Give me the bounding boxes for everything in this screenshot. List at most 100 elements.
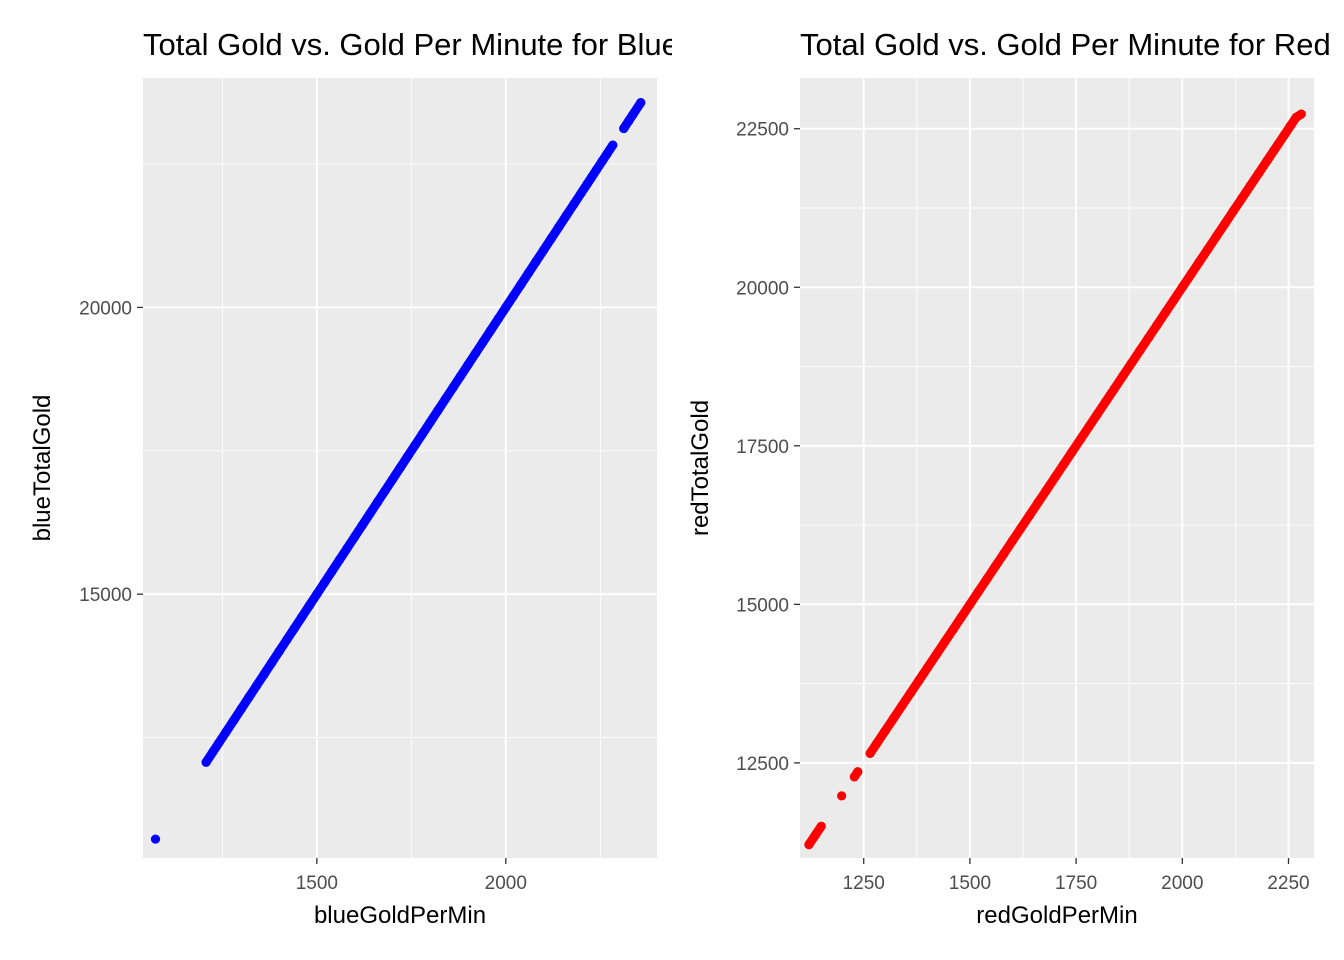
data-point bbox=[312, 589, 322, 599]
data-point bbox=[463, 360, 473, 370]
data-point bbox=[1101, 396, 1111, 407]
data-point bbox=[1041, 485, 1051, 495]
data-point bbox=[395, 463, 405, 473]
data-point bbox=[402, 451, 413, 462]
data-point bbox=[208, 747, 218, 757]
data-point bbox=[1203, 244, 1213, 254]
data-point bbox=[1220, 219, 1230, 229]
x-tick-label: 1250 bbox=[843, 873, 885, 894]
data-point bbox=[425, 417, 435, 427]
data-point bbox=[914, 675, 924, 686]
data-point bbox=[1254, 168, 1264, 178]
data-point bbox=[602, 149, 612, 159]
data-point bbox=[282, 635, 292, 645]
data-point bbox=[569, 199, 579, 209]
data-point bbox=[1033, 498, 1043, 508]
data-point bbox=[1016, 523, 1026, 533]
chart-title: Total Gold vs. Gold Per Minute for Red bbox=[800, 27, 1331, 62]
data-point bbox=[1160, 308, 1170, 318]
data-point bbox=[1286, 120, 1296, 131]
data-point bbox=[561, 211, 571, 221]
x-tick-label: 1750 bbox=[1055, 873, 1097, 894]
y-tick-label: 15000 bbox=[79, 585, 132, 606]
data-point bbox=[1092, 409, 1102, 419]
y-tick-label: 20000 bbox=[79, 298, 132, 319]
data-point bbox=[1228, 206, 1238, 216]
data-point bbox=[289, 623, 299, 634]
data-point bbox=[501, 302, 511, 313]
data-point bbox=[1169, 295, 1179, 305]
data-point bbox=[853, 767, 863, 777]
data-point bbox=[1194, 257, 1204, 267]
data-points bbox=[804, 109, 1306, 850]
data-point bbox=[470, 348, 481, 358]
data-point bbox=[372, 497, 382, 508]
data-point bbox=[319, 578, 330, 588]
data-point bbox=[948, 625, 958, 635]
chart-red: Total Gold vs. Gold Per Minute for Red 1… bbox=[687, 27, 1331, 929]
data-point bbox=[1211, 231, 1221, 242]
axes: 1250 1500 1750 2000 2250 12500 15000 17500 20000… bbox=[736, 120, 1309, 894]
data-point bbox=[1152, 320, 1162, 330]
y-tick-label: 20000 bbox=[736, 278, 789, 299]
data-point bbox=[627, 110, 638, 120]
data-point bbox=[1109, 384, 1119, 394]
data-point bbox=[619, 123, 629, 134]
gridlines bbox=[800, 78, 1314, 858]
data-point bbox=[922, 663, 933, 673]
data-point bbox=[1075, 434, 1085, 445]
data-point bbox=[582, 179, 592, 189]
data-point bbox=[608, 140, 618, 150]
data-point bbox=[213, 738, 224, 748]
data-point bbox=[1245, 181, 1255, 191]
data-point bbox=[221, 727, 231, 737]
y-axis-title: redTotalGold bbox=[687, 400, 714, 536]
data-point bbox=[523, 268, 534, 278]
data-point bbox=[236, 704, 246, 714]
data-point bbox=[897, 701, 907, 711]
data-point bbox=[982, 574, 992, 584]
axes: 1500 2000 15000 20000 bbox=[79, 298, 527, 894]
y-axis-title: blueTotalGold bbox=[29, 395, 56, 542]
data-points bbox=[150, 98, 646, 844]
data-point bbox=[201, 757, 211, 767]
data-point bbox=[956, 612, 967, 622]
data-point bbox=[150, 834, 161, 844]
data-point bbox=[905, 688, 916, 698]
data-point bbox=[591, 165, 602, 175]
data-point bbox=[274, 646, 284, 657]
data-point bbox=[965, 599, 975, 609]
data-point bbox=[1296, 109, 1306, 119]
data-point bbox=[804, 840, 814, 850]
data-point bbox=[418, 428, 428, 439]
data-point bbox=[888, 713, 899, 724]
data-point bbox=[531, 256, 541, 267]
data-point bbox=[259, 669, 269, 680]
data-point bbox=[251, 681, 261, 691]
x-tick-label: 1500 bbox=[296, 873, 338, 894]
data-point bbox=[334, 555, 345, 565]
data-point bbox=[546, 233, 556, 244]
data-point bbox=[1050, 472, 1060, 483]
x-axis-title: blueGoldPerMin bbox=[314, 902, 486, 929]
data-point bbox=[410, 440, 420, 450]
data-point bbox=[440, 394, 450, 404]
data-point bbox=[455, 371, 466, 381]
data-point bbox=[539, 245, 549, 255]
data-point bbox=[342, 543, 352, 553]
data-point bbox=[387, 474, 398, 485]
data-point bbox=[576, 188, 587, 198]
data-point bbox=[554, 222, 564, 232]
data-point bbox=[244, 692, 254, 703]
data-point bbox=[931, 650, 941, 660]
data-point bbox=[1067, 447, 1077, 457]
data-point bbox=[266, 658, 277, 668]
data-point bbox=[1007, 536, 1017, 546]
x-axis-title: redGoldPerMin bbox=[976, 902, 1137, 929]
data-point bbox=[871, 739, 882, 749]
data-point bbox=[1177, 282, 1187, 292]
data-point bbox=[297, 612, 307, 622]
data-point bbox=[865, 748, 875, 758]
data-point bbox=[1279, 130, 1289, 140]
data-point bbox=[973, 587, 984, 597]
